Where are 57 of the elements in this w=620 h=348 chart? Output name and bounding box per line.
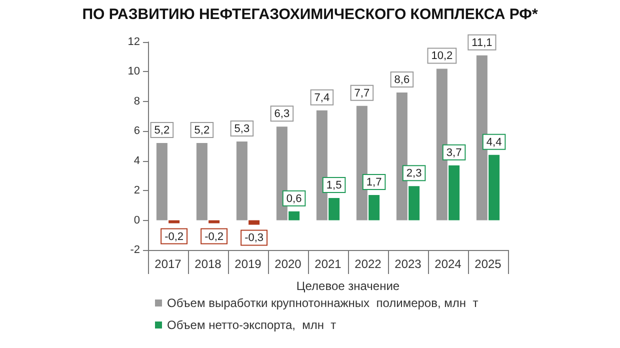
data-label: 2,3 (406, 168, 422, 180)
x-tick-label: 2024 (434, 257, 462, 271)
x-tick-label: 2021 (314, 257, 342, 271)
data-label: 11,1 (472, 36, 492, 49)
data-label: 8,6 (394, 74, 410, 86)
bar (408, 186, 420, 220)
data-label: 6,3 (274, 108, 290, 120)
data-label: 5,2 (154, 124, 170, 137)
y-tick-label: 6 (134, 125, 140, 138)
x-tick-label: 2022 (354, 257, 382, 271)
data-label: 1,5 (326, 180, 342, 192)
bar (356, 106, 368, 220)
bar (156, 143, 168, 220)
data-label: 5,2 (194, 124, 210, 137)
bar (328, 198, 340, 220)
data-label: -0,3 (244, 232, 264, 244)
bar (436, 68, 448, 220)
bar (248, 220, 260, 225)
bar (288, 211, 300, 220)
bar (276, 126, 288, 220)
data-label: -0,2 (204, 230, 224, 243)
data-label: 5,3 (234, 123, 250, 136)
legend-label: Объем выработки крупнотоннажных полимеров, млн т (167, 296, 479, 310)
y-tick-label: 2 (134, 184, 140, 197)
bar (168, 220, 180, 224)
x-axis-title: Целевое значение (296, 279, 400, 293)
data-label: 10,2 (431, 50, 453, 62)
y-tick-label: 8 (134, 95, 140, 108)
y-tick-label: 12 (128, 36, 140, 48)
x-tick-label: 2025 (474, 257, 502, 271)
y-tick-label: 4 (134, 154, 140, 167)
bar (316, 110, 328, 220)
bar (208, 220, 220, 224)
bar (488, 154, 500, 220)
data-label: 0,6 (286, 192, 302, 205)
data-label: 7,7 (354, 87, 370, 100)
bar (196, 143, 208, 220)
bar (396, 92, 408, 220)
bar (448, 165, 460, 220)
x-tick-label: 2020 (274, 257, 302, 271)
x-tick-label: 2018 (194, 257, 222, 271)
data-label: 4,4 (486, 136, 502, 148)
data-label: -0,2 (164, 230, 184, 243)
y-tick-label: 10 (128, 66, 140, 78)
bar (476, 55, 488, 220)
data-label: 7,4 (314, 92, 330, 104)
bar (236, 142, 248, 220)
chart-title: ПО РАЗВИТИЮ НЕФТЕГАЗОХИМИЧЕСКОГО КОМПЛЕКСА РФ* (82, 6, 538, 23)
x-tick-label: 2023 (394, 257, 422, 271)
data-label: 3,7 (446, 146, 462, 159)
y-tick-label: -2 (130, 244, 140, 256)
y-tick-label: 0 (134, 214, 140, 226)
x-tick-label: 2019 (234, 257, 262, 271)
legend-label: Объем нетто-экспорта, млн т (167, 318, 337, 332)
x-tick-label: 2017 (154, 257, 182, 271)
data-label: 1,7 (366, 176, 382, 189)
bar (368, 195, 380, 220)
